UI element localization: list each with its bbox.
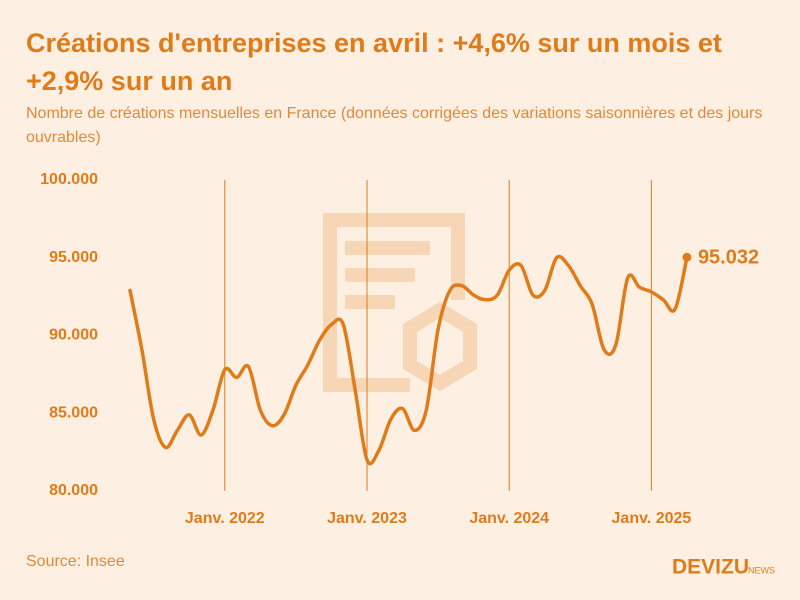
y-tick-label: 90.000 [49, 327, 98, 344]
y-tick-label: 100.000 [40, 171, 98, 188]
end-point [682, 252, 692, 262]
x-tick-label: Janv. 2023 [327, 510, 407, 527]
x-tick-label: Janv. 2025 [612, 510, 692, 527]
brand: DEVIZU [672, 556, 749, 579]
value-label: 95.032 [698, 247, 759, 269]
y-tick-label: 85.000 [49, 404, 98, 421]
chart-subtitle: Nombre de créations mensuelles en France… [26, 105, 763, 146]
chart-title: Créations d'entreprises en avril : +4,6%… [26, 28, 722, 96]
y-tick-label: 80.000 [49, 482, 98, 499]
watermark [323, 213, 477, 392]
source: Source: Insee [26, 553, 125, 570]
y-tick-label: 95.000 [49, 249, 98, 266]
brand-suffix: NEWS [748, 565, 775, 575]
x-tick-label: Janv. 2024 [469, 510, 549, 527]
x-tick-label: Janv. 2022 [185, 510, 265, 527]
line [128, 254, 689, 466]
